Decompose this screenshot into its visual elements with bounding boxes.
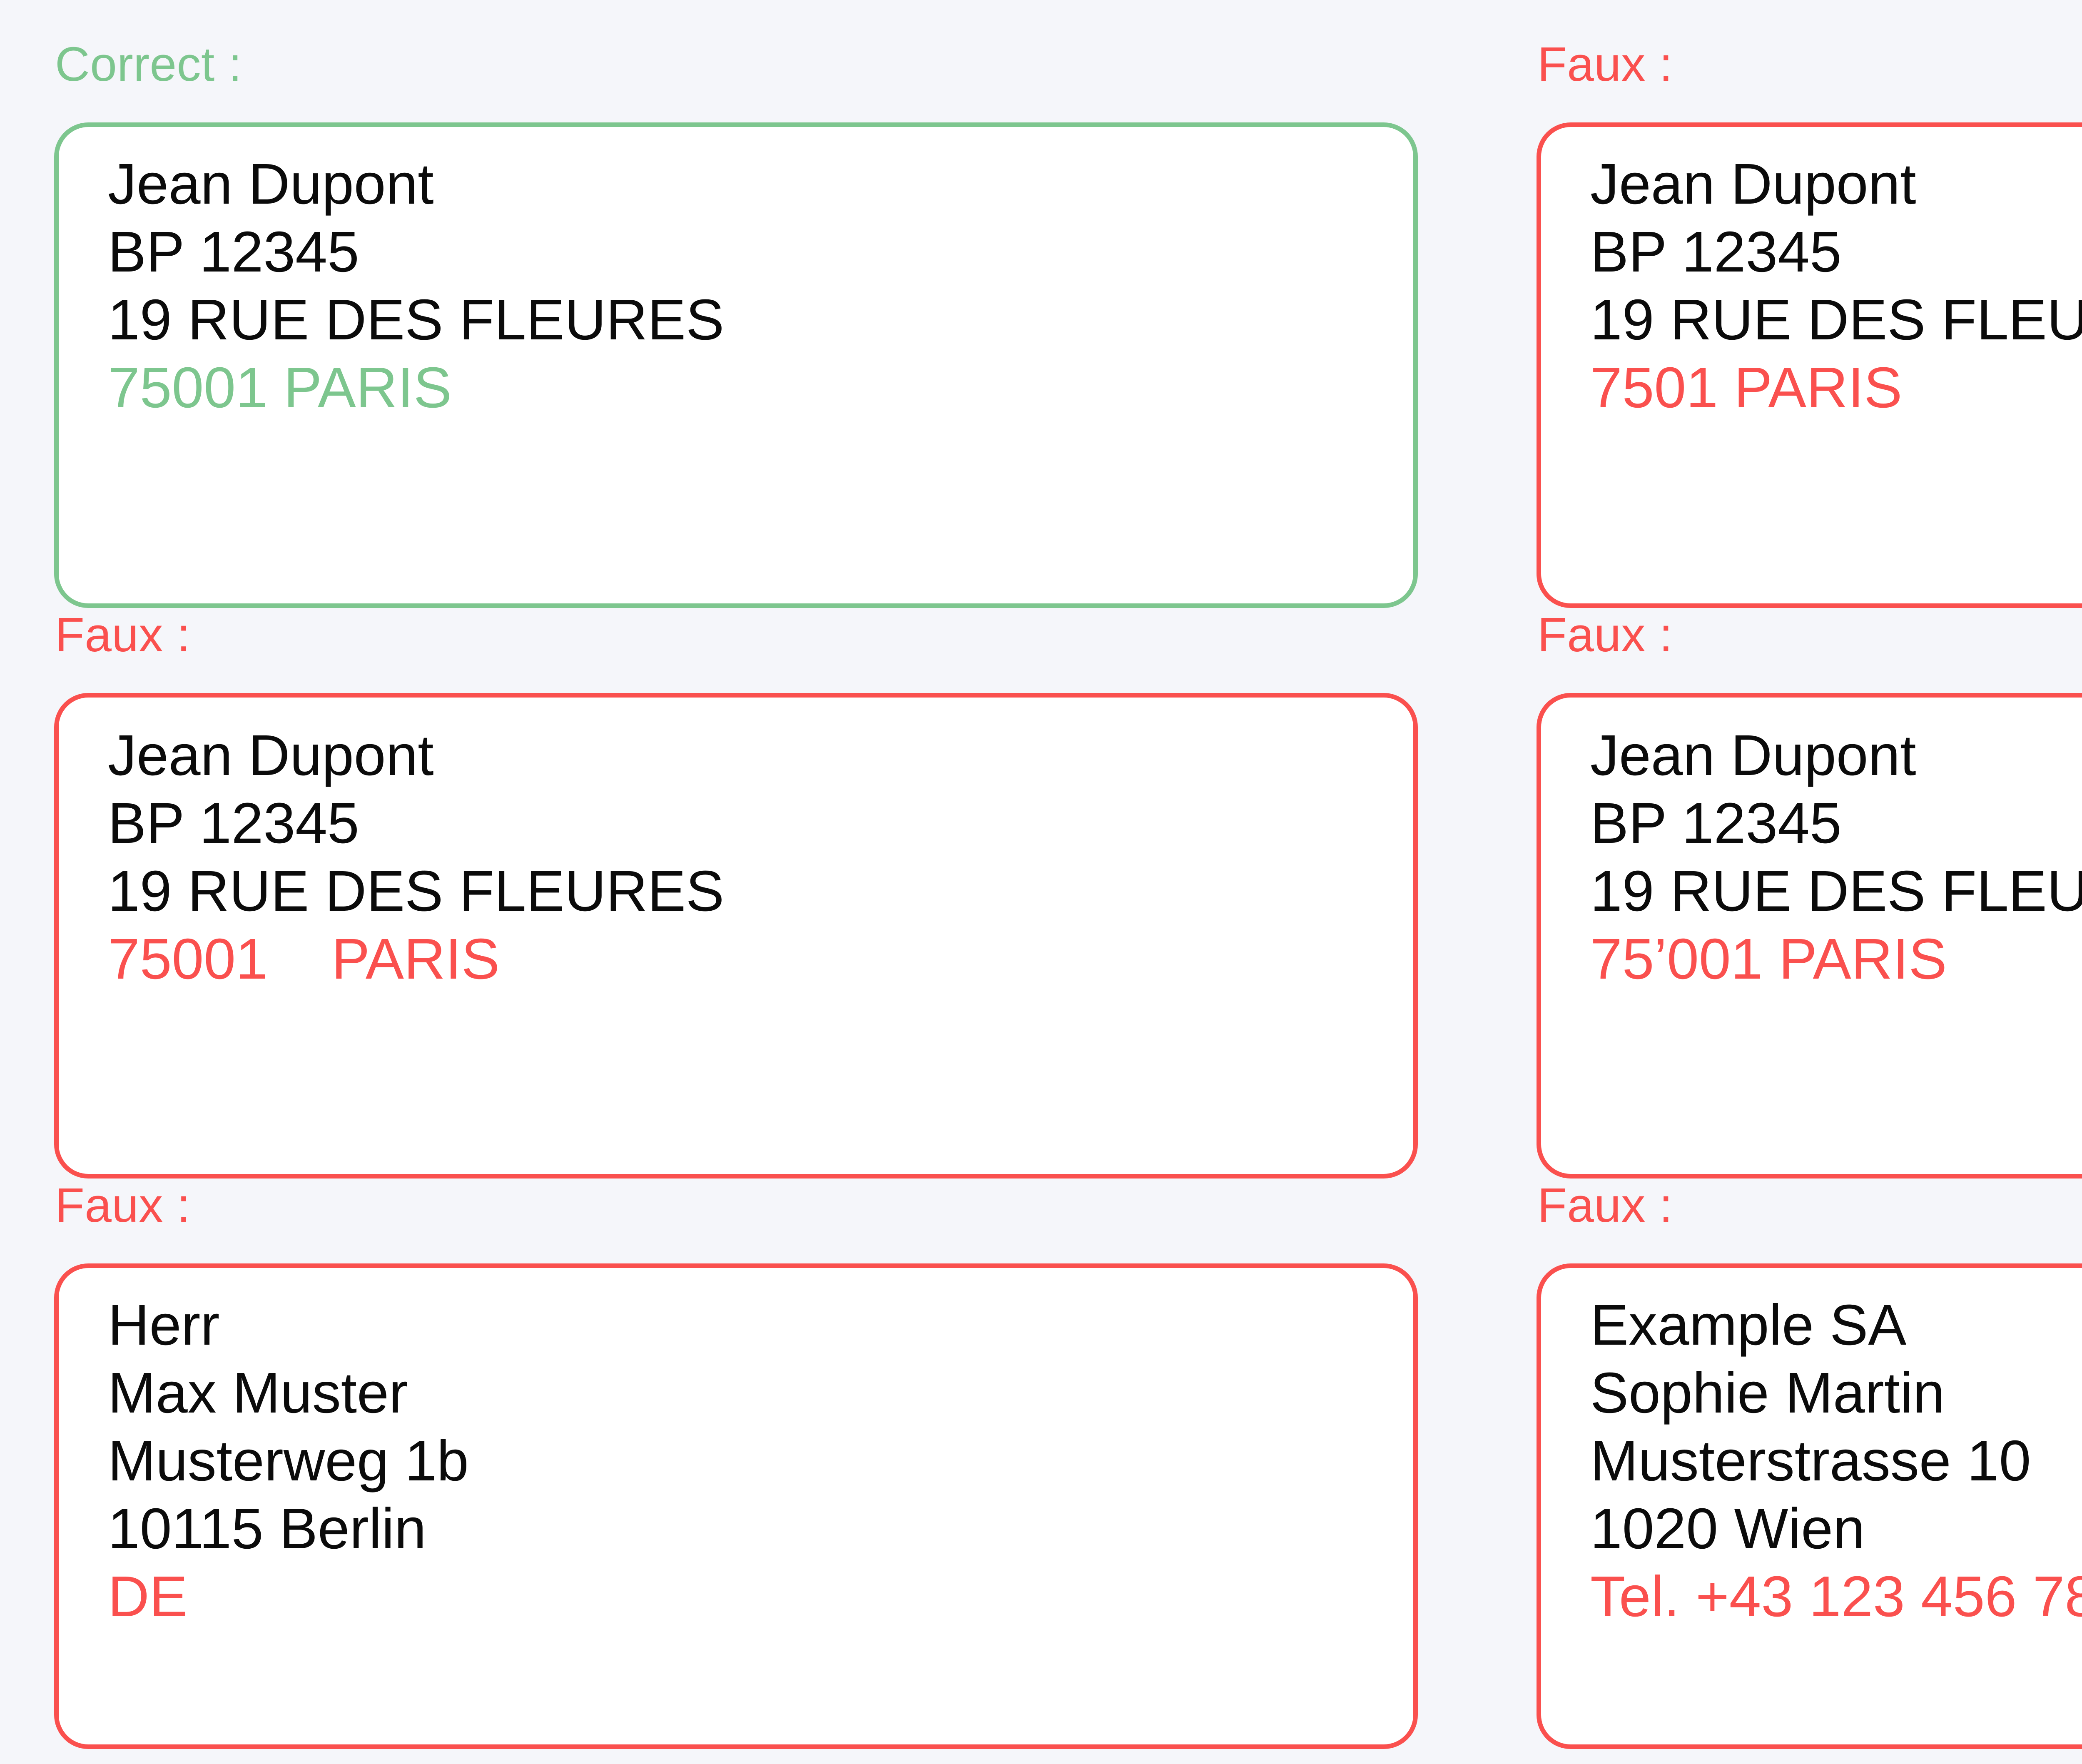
example-status-label: Faux : (55, 608, 191, 662)
address-line: 75’001 PARIS (1590, 927, 1947, 991)
address-line: Jean Dupont (1590, 152, 1916, 216)
example-status-label: Faux : (1537, 608, 1673, 662)
address-line: Tel. +43 123 456 7890 (1590, 1564, 2082, 1629)
address-example-wrong: Faux : Example SA Sophie Martin Musterstras… (1537, 1178, 2082, 1749)
address-line: Sophie Martin (1590, 1360, 1945, 1425)
address-line: 19 RUE DES FLEURES (108, 287, 725, 352)
address-line: 7501 PARIS (1590, 355, 1903, 420)
address-line: BP 12345 (108, 791, 359, 855)
example-status-label: Correct : (55, 37, 242, 91)
address-line: 10115 Berlin (108, 1496, 426, 1561)
address-line: Max Muster (108, 1360, 408, 1425)
address-line: DE (108, 1564, 188, 1629)
address-example-wrong: Faux : Herr Max Muster Musterweg 1b 10115 Be… (54, 1178, 1418, 1749)
address-line: Jean Dupont (108, 152, 434, 216)
example-status-label: Faux : (1537, 1178, 1673, 1232)
address-line: 75001 PARIS (108, 927, 500, 991)
address-line: BP 12345 (1590, 791, 1842, 855)
example-status-label: Faux : (1537, 37, 1673, 91)
address-line: Musterweg 1b (108, 1428, 469, 1493)
address-line: BP 12345 (108, 219, 359, 284)
address-card: Example SA Sophie Martin Musterstrasse 10 1… (1537, 1263, 2082, 1749)
address-line: Example SA (1590, 1293, 1907, 1357)
address-example-correct: Correct : Jean Dupont BP 12345 19 RUE DES F… (54, 37, 1418, 608)
address-line: Musterstrasse 10 (1590, 1428, 2031, 1493)
address-line: Jean Dupont (108, 723, 434, 787)
address-line: Herr (108, 1293, 220, 1357)
address-line: 19 RUE DES FLEURES (1590, 287, 2082, 352)
address-line: BP 12345 (1590, 219, 1842, 284)
address-line: Jean Dupont (1590, 723, 1916, 787)
address-examples-grid: Correct : Jean Dupont BP 12345 19 RUE DES F… (54, 37, 2082, 1749)
address-card: Herr Max Muster Musterweg 1b 10115 Berlin DE (54, 1263, 1418, 1749)
address-line: 75001 PARIS (108, 355, 452, 420)
example-status-label: Faux : (55, 1178, 191, 1232)
address-line: 1020 Wien (1590, 1496, 1865, 1561)
address-line: 19 RUE DES FLEURES (1590, 859, 2082, 923)
address-line: 19 RUE DES FLEURES (108, 859, 725, 923)
